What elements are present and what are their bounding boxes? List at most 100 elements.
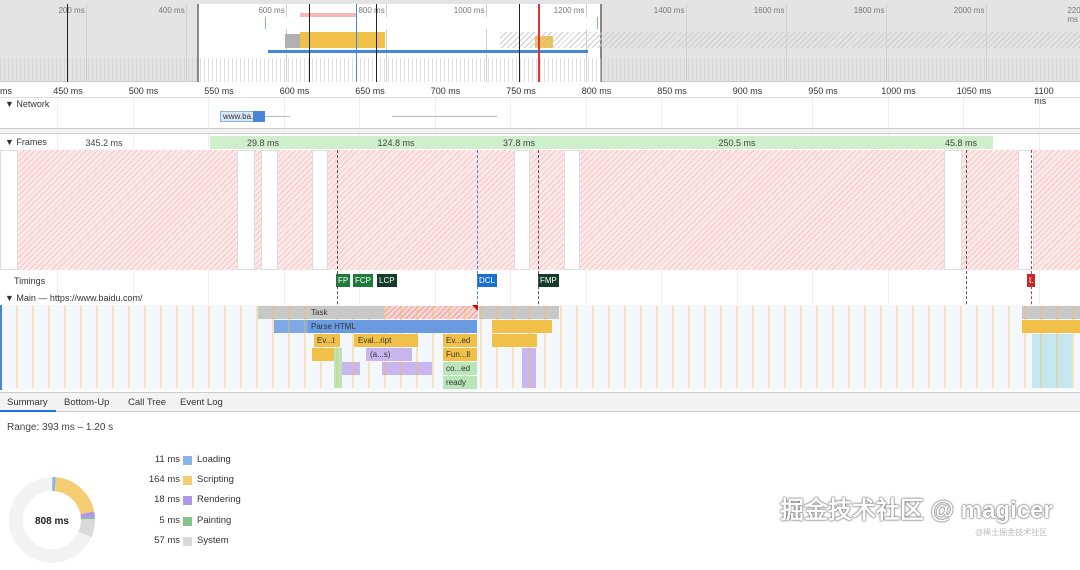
main-track-header[interactable]: ▼ Main — https://www.baidu.com/ <box>5 293 143 303</box>
fp-line <box>337 150 338 390</box>
fmp-line <box>538 150 539 390</box>
frames-bar <box>210 136 993 149</box>
overview-tick-label: 200 ms <box>58 6 85 15</box>
ruler-tick-label: 600 ms <box>279 86 310 96</box>
frame-duration[interactable]: 45.8 ms <box>944 138 978 148</box>
timings-label: Timings <box>14 276 46 286</box>
overview-long-task <box>300 13 356 18</box>
donut-segment-system <box>9 477 95 563</box>
summary-legend-system: 57 ms System <box>120 535 280 549</box>
timing-marker-fp[interactable]: FP <box>336 274 351 287</box>
legend-value: 164 ms <box>148 474 180 486</box>
legend-swatch <box>183 456 192 465</box>
legend-label: Painting <box>197 514 232 526</box>
flame-ready[interactable]: ready <box>443 376 477 389</box>
ruler-tick-label: 450 ms <box>53 86 83 96</box>
timing-marker-fmp[interactable]: FMP <box>538 274 559 287</box>
flame-parse-html[interactable]: Parse HTML <box>308 320 477 333</box>
overview-tick-label: 1200 ms <box>553 6 585 15</box>
legend-swatch <box>183 476 192 486</box>
tab-call-tree[interactable]: Call Tree <box>128 397 167 408</box>
overview-tick-line <box>86 4 87 82</box>
overview-marker <box>309 4 310 82</box>
overview-marker <box>519 4 520 82</box>
frames-area[interactable] <box>0 150 1080 270</box>
frame-duration[interactable]: 37.8 ms <box>502 138 536 148</box>
timeline-overview[interactable]: 200 ms 400 ms 600 ms 800 ms 1000 ms 1200 ms 14… <box>0 0 1080 82</box>
frame-duration[interactable]: 345.2 ms <box>85 138 123 148</box>
overview-tick-label: 1600 ms <box>753 6 785 15</box>
long-task-warning-icon <box>472 305 478 311</box>
overview-marker <box>376 4 377 82</box>
overview-tick-line <box>486 4 487 82</box>
overview-tick-label: 2200 ms <box>1067 6 1080 24</box>
legend-swatch <box>183 496 192 506</box>
ruler-tick-label: ms <box>0 86 12 96</box>
legend-value: 18 ms <box>154 494 180 506</box>
ruler-tick-label: 750 ms <box>506 86 536 96</box>
active-tab-indicator <box>0 410 56 412</box>
summary-legend-painting: 5 ms Painting <box>120 515 280 529</box>
network-request-label: www.ba... <box>223 112 258 121</box>
tab-summary[interactable]: Summary <box>7 397 48 408</box>
frame-line <box>966 150 967 390</box>
flame-completed[interactable]: co...ed <box>443 362 477 375</box>
overview-screenshots <box>0 58 1080 82</box>
flame-event[interactable]: Ev...ed <box>443 334 477 347</box>
overview-cpu-scripting <box>300 32 385 48</box>
ruler-tick-label: 1050 ms <box>956 86 992 96</box>
flame-evaluate-script[interactable]: Ev...t <box>314 334 340 347</box>
frame-duration[interactable]: 250.5 ms <box>718 138 756 148</box>
frames-track-header[interactable]: ▼ Frames <box>5 137 47 147</box>
timing-marker-dcl[interactable]: DCL <box>477 274 498 287</box>
overview-tick-label: 800 ms <box>358 6 385 15</box>
flame-function-call[interactable]: Fun...ll <box>443 348 477 361</box>
flame-anonymous[interactable]: (a...s) <box>366 348 412 361</box>
frame-duration[interactable]: 29.8 ms <box>246 138 280 148</box>
dcl-line <box>477 150 478 390</box>
overview-tick-label: 2000 ms <box>953 6 985 15</box>
ruler-tick-label: 800 ms <box>581 86 612 96</box>
ruler-tick-label: 850 ms <box>657 86 687 96</box>
track-resizer[interactable] <box>0 128 1080 134</box>
ruler-tick-label: 1100 ms <box>1034 86 1054 106</box>
ruler-tick-label: 500 ms <box>128 86 159 96</box>
legend-label: Rendering <box>197 494 241 506</box>
network-request-whisker <box>265 116 290 117</box>
ruler-tick-label: 1000 ms <box>881 86 916 96</box>
time-ruler: ms 450 ms 500 ms 550 ms 600 ms 650 ms 700 ms 75… <box>0 83 1080 106</box>
overview-tick-label: 1000 ms <box>453 6 485 15</box>
summary-range: Range: 393 ms – 1.20 s <box>7 422 114 433</box>
flame-evaluate-script[interactable]: Eval...ript <box>354 334 418 347</box>
overview-tick-label: 600 ms <box>258 6 285 15</box>
network-label: Network <box>16 99 50 109</box>
legend-label: Loading <box>197 454 231 465</box>
timing-marker-fcp[interactable]: FCP <box>353 274 373 287</box>
load-line <box>1031 150 1032 390</box>
main-label: Main — https://www.baidu.com/ <box>16 293 143 303</box>
tab-event-log[interactable]: Event Log <box>180 397 223 408</box>
overview-marker <box>67 4 68 82</box>
overview-frames-strip <box>265 17 598 29</box>
frame-duration[interactable]: 124.8 ms <box>377 138 415 148</box>
main-flame-chart[interactable] <box>0 305 1080 390</box>
ruler-tick-label: 550 ms <box>204 86 234 96</box>
timing-marker-lcp[interactable]: LCP <box>377 274 397 287</box>
network-track-header[interactable]: ▼ Network <box>5 99 50 109</box>
overview-marker-load <box>538 4 540 82</box>
summary-total: 808 ms <box>35 516 69 527</box>
summary-legend-scripting: 164 ms Scripting <box>120 474 280 488</box>
tab-bottom-up[interactable]: Bottom-Up <box>64 397 110 408</box>
overview-cpu-system <box>285 34 300 48</box>
overview-idle-hatch <box>500 32 1080 48</box>
ruler-tick-label: 700 ms <box>430 86 461 96</box>
legend-value: 5 ms <box>159 514 180 526</box>
flame-task[interactable]: Task <box>308 306 382 319</box>
legend-swatch <box>183 516 192 526</box>
ruler-tick-label: 950 ms <box>808 86 838 96</box>
overview-tick-label: 1400 ms <box>653 6 685 15</box>
overview-tick-label: 1800 ms <box>853 6 885 15</box>
legend-label: System <box>197 534 229 546</box>
ruler-tick-label: 900 ms <box>732 86 763 96</box>
ruler-tick-label: 650 ms <box>355 86 385 96</box>
